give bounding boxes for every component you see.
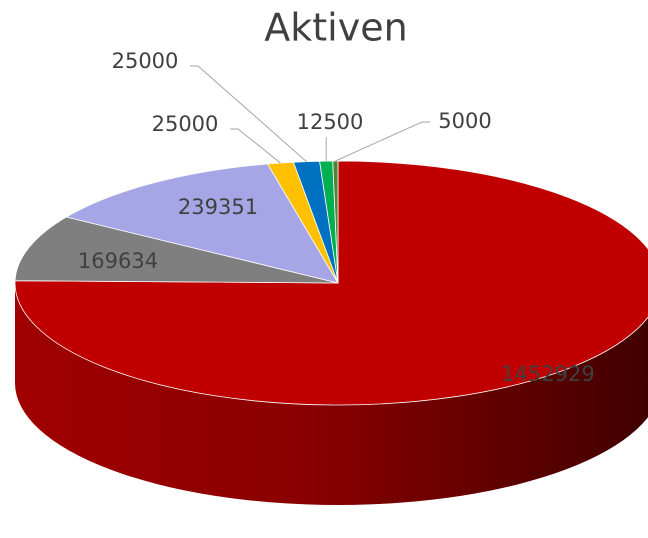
data-label: 25000	[112, 49, 179, 73]
data-label: 5000	[438, 109, 491, 133]
data-label: 12500	[297, 110, 364, 134]
pie-side	[15, 283, 648, 505]
data-label: 25000	[152, 112, 219, 136]
pie-slice	[14, 216, 339, 284]
data-label: 239351	[178, 195, 258, 219]
leader-line	[335, 121, 430, 162]
pie-slice	[65, 163, 339, 284]
leader-line	[190, 65, 307, 162]
data-label: 169634	[78, 249, 158, 273]
leader-line	[230, 128, 281, 164]
chart-title: Aktiven	[264, 6, 407, 50]
data-label: 1452929	[501, 362, 595, 386]
